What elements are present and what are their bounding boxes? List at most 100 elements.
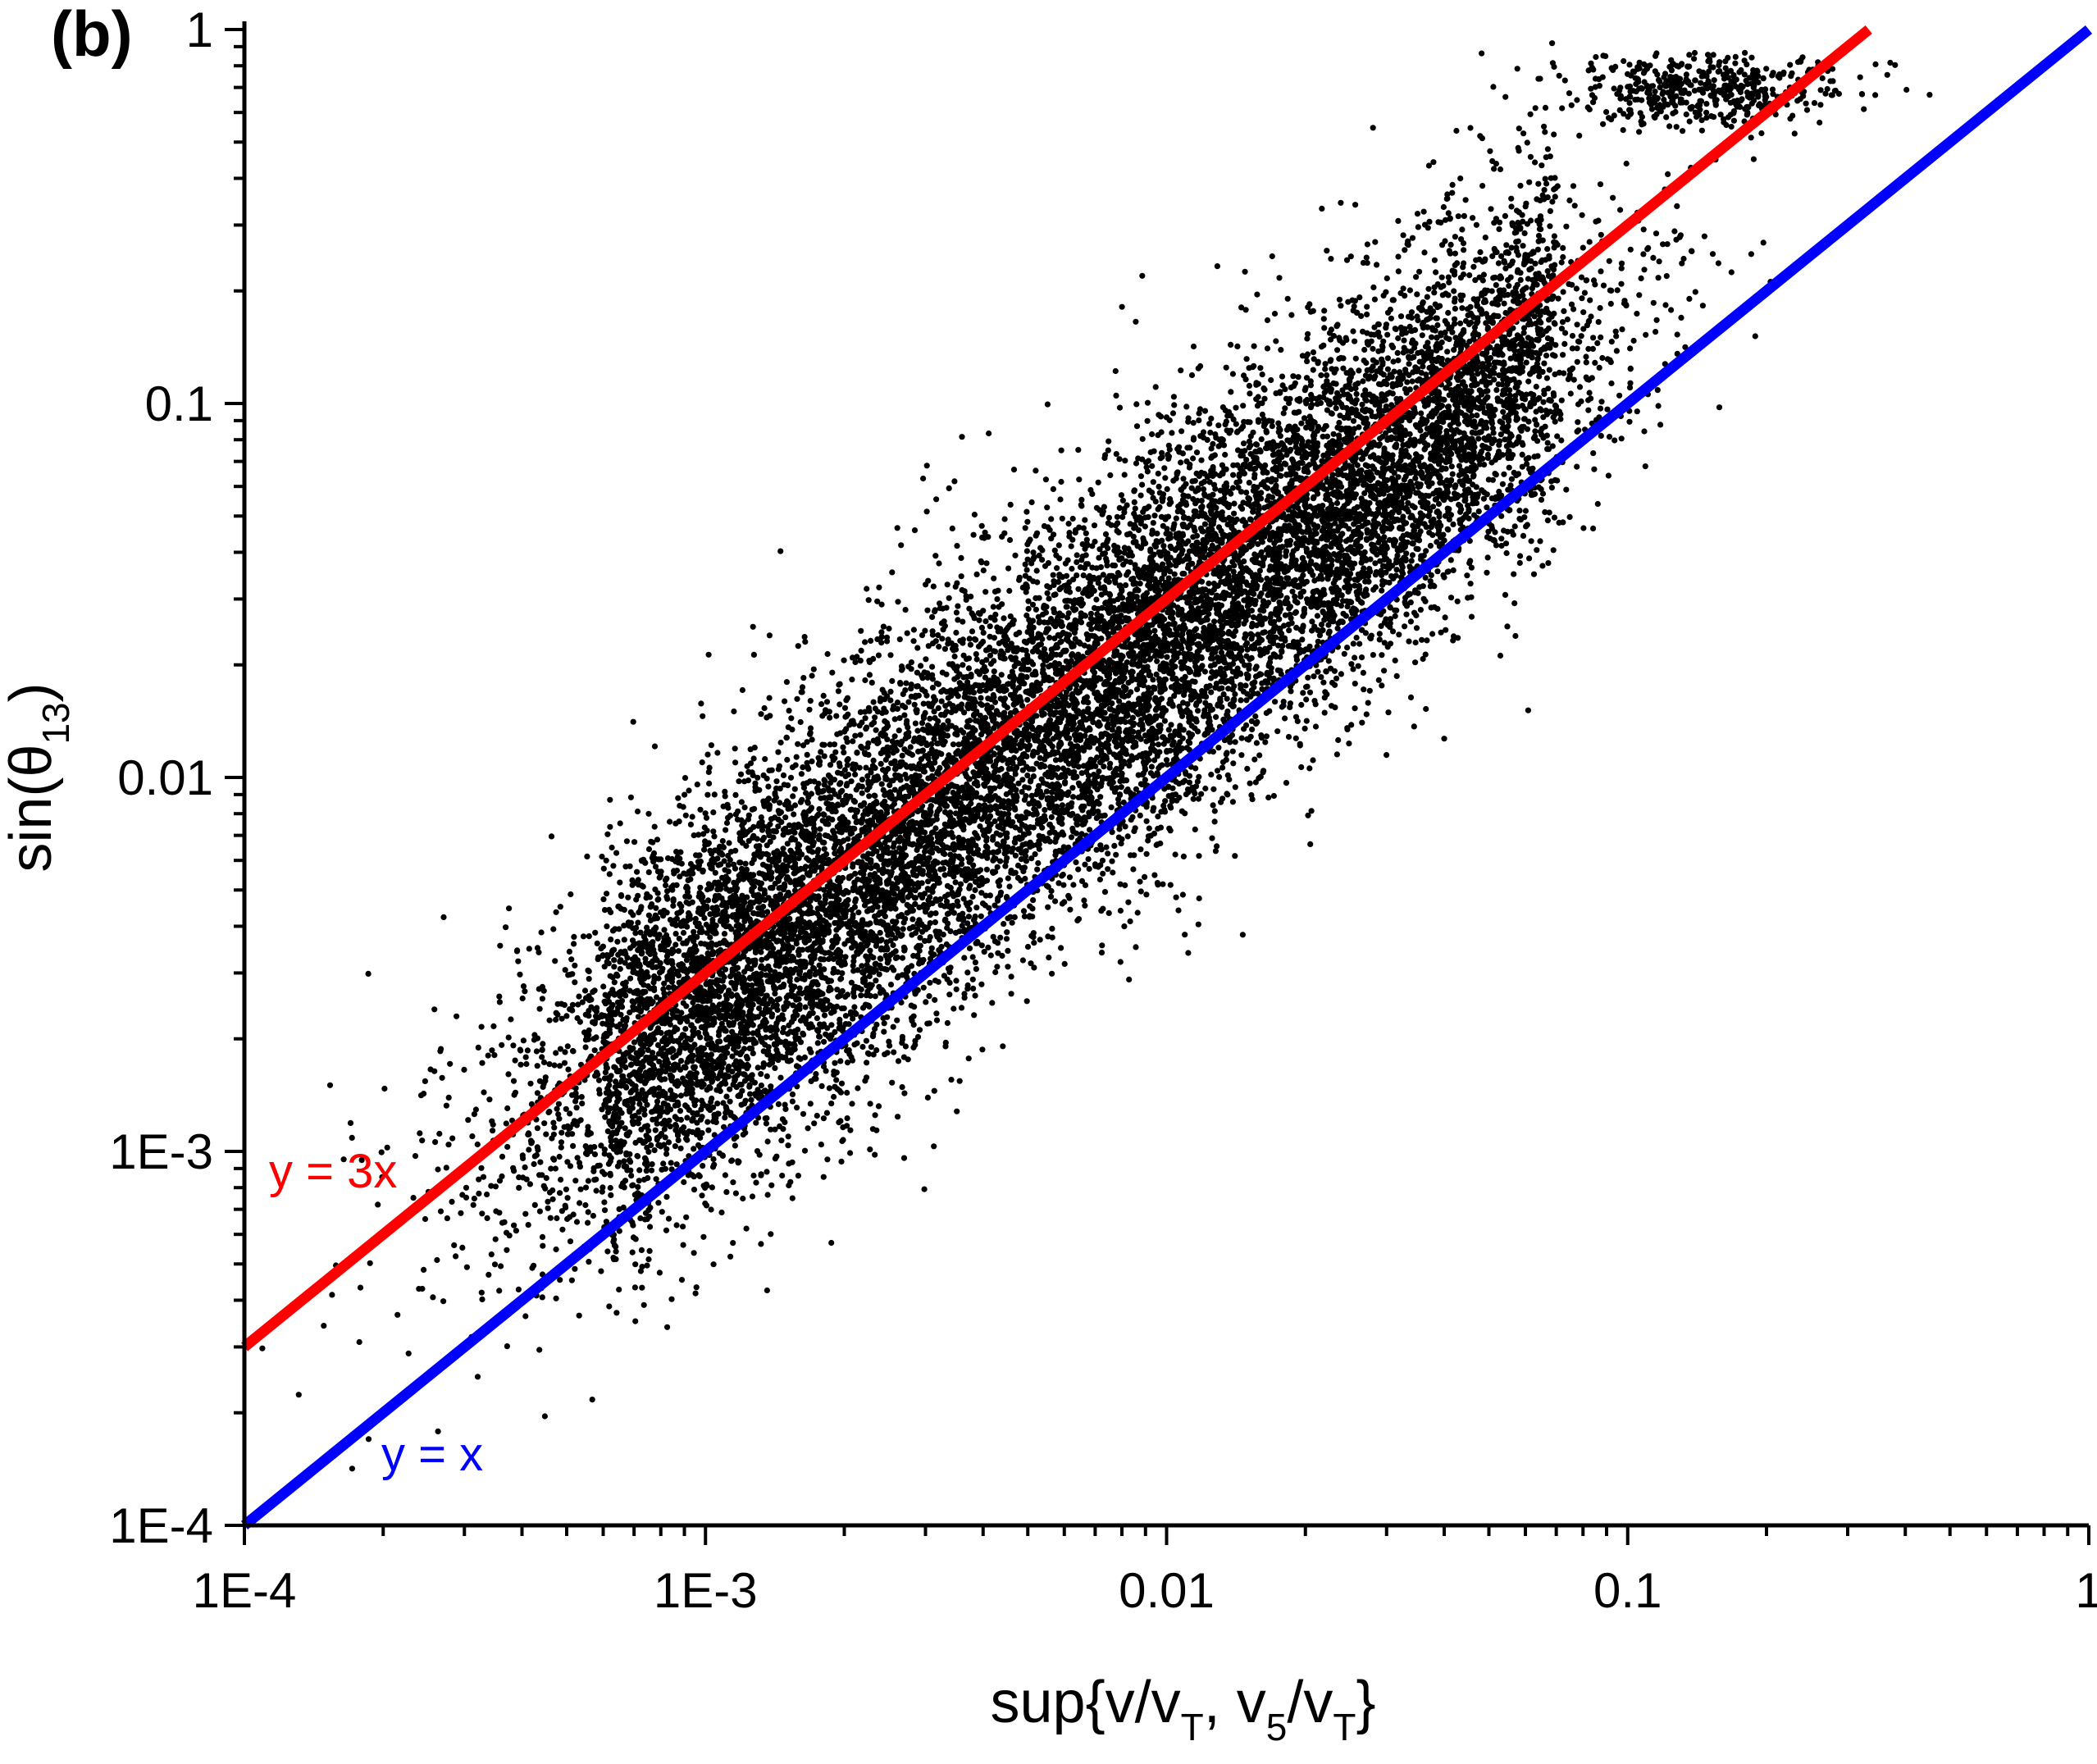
- scatter-point: [1498, 253, 1505, 259]
- scatter-point: [1391, 368, 1397, 375]
- scatter-point: [1452, 484, 1458, 490]
- scatter-point: [1519, 463, 1525, 470]
- scatter-points: [259, 40, 1933, 1472]
- scatter-point: [898, 542, 905, 549]
- scatter-point: [1451, 271, 1458, 278]
- scatter-point: [1434, 568, 1441, 575]
- scatter-point: [833, 1077, 840, 1083]
- scatter-point: [789, 1091, 796, 1097]
- scatter-point: [1502, 309, 1509, 317]
- scatter-point: [1534, 547, 1540, 554]
- scatter-point: [1288, 446, 1294, 453]
- scatter-point: [979, 1046, 986, 1053]
- scatter-point: [1496, 226, 1502, 232]
- scatter-point: [1454, 598, 1461, 604]
- scatter-point: [691, 1187, 698, 1193]
- scatter-point: [758, 1083, 765, 1089]
- scatter-point: [1003, 936, 1010, 942]
- scatter-point: [823, 800, 830, 807]
- scatter-point: [1379, 682, 1385, 689]
- scatter-point: [1119, 303, 1125, 310]
- scatter-point: [1491, 166, 1498, 172]
- scatter-point: [1540, 414, 1547, 421]
- scatter-point: [1541, 123, 1548, 130]
- scatter-point: [857, 732, 864, 738]
- scatter-point: [1183, 791, 1189, 798]
- scatter-point: [1105, 909, 1112, 916]
- scatter-point: [1457, 320, 1464, 326]
- scatter-point: [1543, 180, 1550, 187]
- scatter-point: [1231, 696, 1238, 703]
- scatter-point: [1133, 318, 1139, 325]
- scatter-point: [1309, 618, 1315, 625]
- scatter-point: [914, 727, 921, 734]
- scatter-point: [786, 708, 792, 714]
- scatter-point: [689, 1118, 695, 1124]
- scatter-point: [872, 1151, 878, 1158]
- scatter-point: [617, 879, 623, 886]
- scatter-point: [667, 818, 673, 825]
- scatter-point: [1523, 359, 1529, 366]
- scatter-point: [1139, 435, 1146, 442]
- scatter-point: [1192, 826, 1198, 833]
- scatter-point: [664, 1324, 671, 1330]
- scatter-point: [1412, 639, 1419, 646]
- scatter-point: [606, 1303, 613, 1310]
- scatter-point: [1520, 532, 1527, 540]
- scatter-point: [1313, 463, 1320, 470]
- scatter-point: [613, 1310, 620, 1316]
- scatter-point: [953, 986, 960, 992]
- scatter-point: [1105, 438, 1112, 444]
- scatter-point: [941, 618, 947, 625]
- scatter-point: [994, 964, 1001, 970]
- scatter-point: [1278, 347, 1284, 353]
- scatter-point: [1363, 254, 1370, 261]
- scatter-point: [732, 1142, 739, 1149]
- scatter-point: [678, 1277, 686, 1283]
- scatter-point: [1251, 362, 1257, 369]
- scatter-point: [1477, 248, 1484, 256]
- scatter-point: [1192, 626, 1200, 632]
- scatter-point: [997, 934, 1004, 941]
- scatter-point: [972, 887, 978, 893]
- scatter-point: [1372, 572, 1379, 578]
- scatter-point: [1470, 314, 1477, 321]
- scatter-point: [794, 695, 800, 702]
- scatter-point: [1352, 298, 1358, 304]
- scatter-point: [668, 1296, 675, 1302]
- scatter-point: [1544, 146, 1551, 153]
- scatter-point: [1511, 523, 1518, 530]
- scatter-point: [1413, 625, 1420, 631]
- scatter-point: [1535, 238, 1542, 244]
- scatter-point: [659, 1209, 665, 1215]
- scatter-point: [635, 1183, 641, 1190]
- scatter-point: [1547, 207, 1553, 214]
- scatter-point: [1126, 976, 1133, 982]
- scatter-point: [1381, 668, 1388, 674]
- scatter-point: [675, 1137, 682, 1143]
- scatter-point: [1470, 263, 1477, 270]
- scatter-point: [1046, 595, 1052, 602]
- scatter-point: [1048, 516, 1055, 522]
- scatter-point: [1083, 552, 1089, 558]
- scatter-point: [807, 1101, 814, 1107]
- scatter-point: [899, 665, 905, 672]
- scatter-point: [1394, 349, 1401, 356]
- scatter-point: [991, 668, 997, 675]
- scatter-point: [1549, 40, 1556, 47]
- scatter-point: [1325, 658, 1332, 664]
- scatter-point: [1058, 478, 1064, 485]
- scatter-point: [1054, 565, 1060, 572]
- scatter-point: [636, 1178, 642, 1184]
- scatter-point: [824, 1156, 831, 1163]
- scatter-point: [1290, 373, 1297, 380]
- scatter-point: [1082, 517, 1088, 523]
- scatter-point: [1204, 436, 1210, 444]
- scatter-point: [1414, 211, 1421, 217]
- scatter-point: [1190, 795, 1197, 802]
- scatter-point: [1231, 500, 1238, 507]
- scatter-point: [1306, 765, 1313, 772]
- scatter-point: [1321, 709, 1328, 716]
- scatter-point: [1190, 343, 1197, 350]
- scatter-point: [1044, 401, 1051, 408]
